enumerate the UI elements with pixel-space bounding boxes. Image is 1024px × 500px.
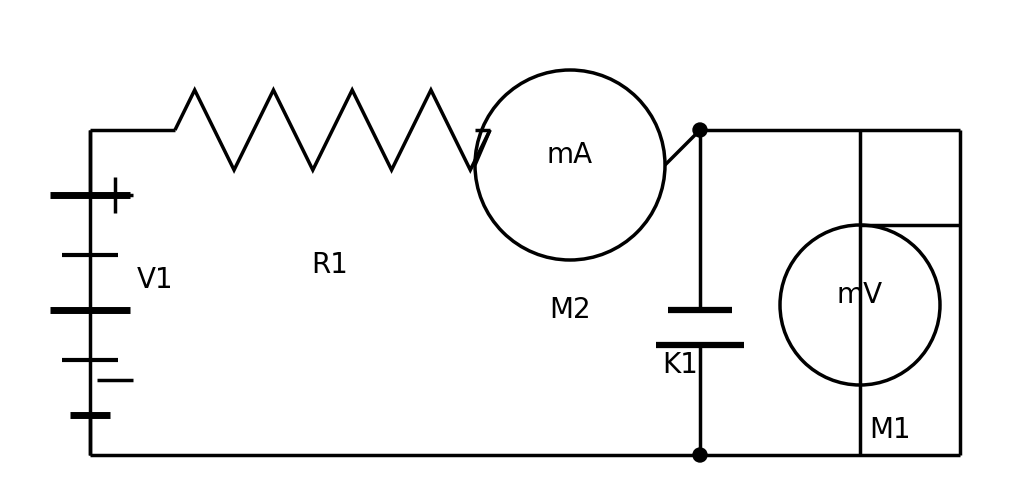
Text: V1: V1: [136, 266, 173, 294]
Circle shape: [693, 448, 707, 462]
Text: K1: K1: [663, 351, 698, 379]
Circle shape: [693, 123, 707, 137]
Text: M1: M1: [869, 416, 910, 444]
Text: M2: M2: [549, 296, 591, 324]
Text: mV: mV: [837, 281, 883, 309]
Text: R1: R1: [311, 251, 348, 279]
Text: mA: mA: [547, 141, 593, 169]
